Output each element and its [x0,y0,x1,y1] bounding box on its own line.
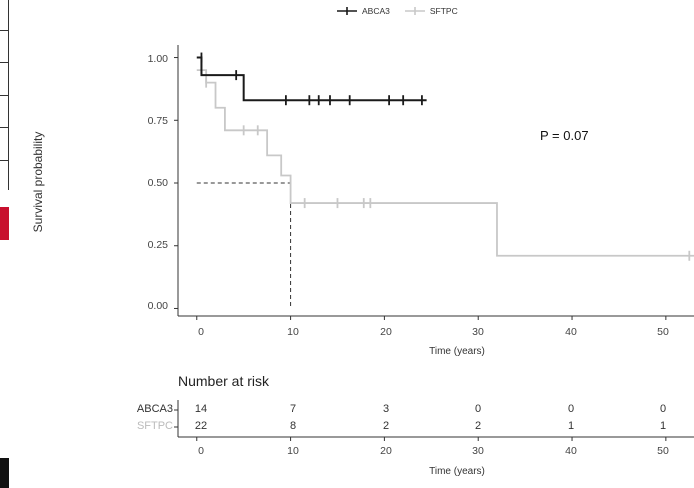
legend-swatch-abca3 [337,7,357,15]
risk-cell: 3 [382,403,390,415]
legend-swatch-sftpc [404,7,425,15]
risk-x-tick-label: 20 [380,445,392,457]
y-tick-label: 0.25 [147,239,168,251]
risk-x-tick-label: 0 [198,445,204,457]
risk-cell: 8 [289,420,297,432]
risk-x-tick-label: 40 [565,445,577,457]
adjacent-panel-tick [0,30,8,31]
adjacent-panel-tick [0,127,8,128]
x-tick-label: 50 [657,326,669,338]
x-axis-title: Time (years) [429,346,485,357]
adjacent-panel-tick [0,160,8,161]
risk-cell: 1 [659,420,667,432]
risk-cell: 1 [567,420,575,432]
legend-label-abca3: ABCA3 [362,6,390,16]
risk-x-tick-label: 50 [657,445,669,457]
adjacent-panel-tick [0,62,8,63]
y-tick-label: 0.00 [147,300,168,312]
risk-cell: 2 [382,420,390,432]
x-tick-label: 0 [198,326,204,338]
risk-x-axis-title: Time (years) [429,466,485,477]
p-value-annotation: P = 0.07 [540,128,589,143]
legend-item-abca3: ABCA3 [336,6,390,16]
y-tick-label: 0.75 [147,115,168,127]
risk-cell: 2 [474,420,482,432]
risk-cell: 7 [289,403,297,415]
risk-cell: 0 [659,403,667,415]
adjacent-panel-edge [0,0,9,190]
survival-curve-abca3 [196,56,427,102]
risk-cell: 0 [474,403,482,415]
legend-label-sftpc: SFTPC [429,6,458,16]
risk-cell: 0 [567,403,575,415]
risk-row-label-abca3: ABCA3 [136,403,173,415]
risk-x-tick-label: 10 [287,445,299,457]
x-tick-label: 40 [565,326,577,338]
adjacent-panel-black-block [0,458,9,488]
adjacent-panel-red-block [0,207,9,240]
survival-curve-sftpc [196,69,694,257]
x-tick-label: 10 [287,326,299,338]
risk-row-label-sftpc: SFTPC [136,420,173,432]
risk-cell: 14 [194,403,208,415]
risk-table-title: Number at risk [178,373,270,389]
x-tick-label: 20 [380,326,392,338]
risk-x-tick-label: 30 [472,445,484,457]
risk-cell: 22 [194,420,208,432]
legend-item-sftpc: SFTPC [404,6,458,16]
chart-legend: ABCA3 SFTPC [336,6,472,16]
adjacent-panel-tick [0,95,8,96]
x-tick-label: 30 [472,326,484,338]
y-tick-label: 1.00 [147,53,168,65]
y-tick-label: 0.50 [147,177,168,189]
